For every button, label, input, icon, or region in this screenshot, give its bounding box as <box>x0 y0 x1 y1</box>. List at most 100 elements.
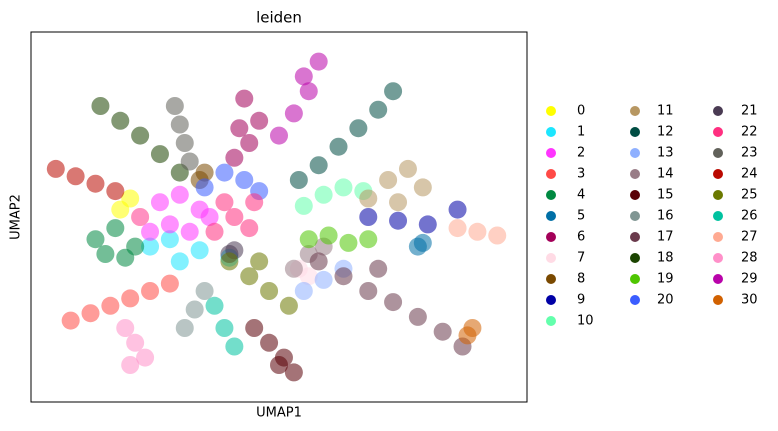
point <box>448 200 467 219</box>
legend-marker <box>546 190 556 200</box>
legend-marker <box>546 211 556 221</box>
point <box>200 208 219 226</box>
point <box>314 270 333 289</box>
legend-marker <box>630 232 640 242</box>
point <box>245 319 264 337</box>
legend-label: 30 <box>741 293 758 308</box>
point <box>270 126 288 145</box>
legend-label: 15 <box>657 188 674 203</box>
point <box>195 163 214 182</box>
point <box>359 282 378 300</box>
point <box>284 363 303 382</box>
point <box>260 282 279 300</box>
point <box>220 252 239 271</box>
legend-label: 8 <box>577 272 585 287</box>
legend-label: 29 <box>741 272 758 287</box>
point <box>131 208 150 226</box>
legend-marker <box>713 295 723 305</box>
point <box>165 97 184 115</box>
legend-marker <box>630 148 640 158</box>
point <box>131 126 150 145</box>
point <box>106 182 125 201</box>
point <box>170 252 189 271</box>
point <box>121 289 140 308</box>
legend-marker <box>630 190 640 200</box>
point <box>384 82 403 101</box>
legend-marker <box>546 253 556 263</box>
point <box>339 233 358 252</box>
legend-marker <box>713 148 723 158</box>
legend-label: 11 <box>657 104 674 119</box>
legend-marker <box>630 106 640 116</box>
point <box>413 233 432 252</box>
legend-label: 13 <box>657 146 674 161</box>
point <box>116 248 135 267</box>
point <box>205 296 224 315</box>
point <box>389 211 408 230</box>
legend-label: 21 <box>741 104 758 119</box>
point <box>284 259 303 278</box>
legend-marker <box>713 169 723 179</box>
point <box>235 171 254 189</box>
point <box>96 245 115 263</box>
legend-marker <box>630 211 640 221</box>
point <box>195 282 214 300</box>
point <box>121 189 140 208</box>
point <box>309 252 328 271</box>
point <box>66 167 85 186</box>
point <box>384 293 403 312</box>
point <box>359 208 378 226</box>
point <box>215 319 234 337</box>
point <box>160 230 179 249</box>
point <box>488 226 507 245</box>
point <box>250 111 269 130</box>
point <box>389 193 408 212</box>
point <box>81 304 100 323</box>
point <box>289 171 308 189</box>
legend-marker <box>713 211 723 221</box>
point <box>279 296 298 315</box>
point <box>150 145 169 164</box>
point <box>245 193 264 212</box>
point <box>309 52 328 71</box>
chart-title: leiden <box>256 9 302 27</box>
legend-label: 1 <box>577 125 585 140</box>
legend-label: 23 <box>741 146 758 161</box>
legend-marker <box>546 106 556 116</box>
points <box>46 52 507 382</box>
legend-marker <box>546 295 556 305</box>
legend-marker <box>630 169 640 179</box>
point <box>319 226 338 245</box>
legend-marker <box>546 316 556 326</box>
point <box>468 222 487 241</box>
point <box>299 230 318 249</box>
legend-marker <box>546 127 556 137</box>
legend-marker <box>713 232 723 242</box>
point <box>379 171 398 189</box>
point <box>46 159 65 178</box>
legend-label: 22 <box>741 125 758 140</box>
point <box>294 67 313 86</box>
legend-marker <box>713 253 723 263</box>
legend-marker <box>713 106 723 116</box>
legend-marker <box>546 232 556 242</box>
plot-frame <box>30 31 528 403</box>
point <box>111 111 130 130</box>
point <box>141 222 160 241</box>
point <box>106 219 125 238</box>
point <box>418 215 437 234</box>
point <box>141 237 160 256</box>
point <box>225 148 244 167</box>
legend-label: 17 <box>657 230 674 245</box>
legend-label: 18 <box>657 251 674 266</box>
y-axis-label: UMAP2 <box>9 194 24 240</box>
point <box>408 307 427 326</box>
point <box>240 219 259 238</box>
point <box>175 134 194 152</box>
legend-marker <box>546 169 556 179</box>
point <box>299 267 318 286</box>
legend-label: 3 <box>577 167 585 182</box>
legend-label: 24 <box>741 167 758 182</box>
point <box>170 115 189 134</box>
point <box>225 208 244 226</box>
